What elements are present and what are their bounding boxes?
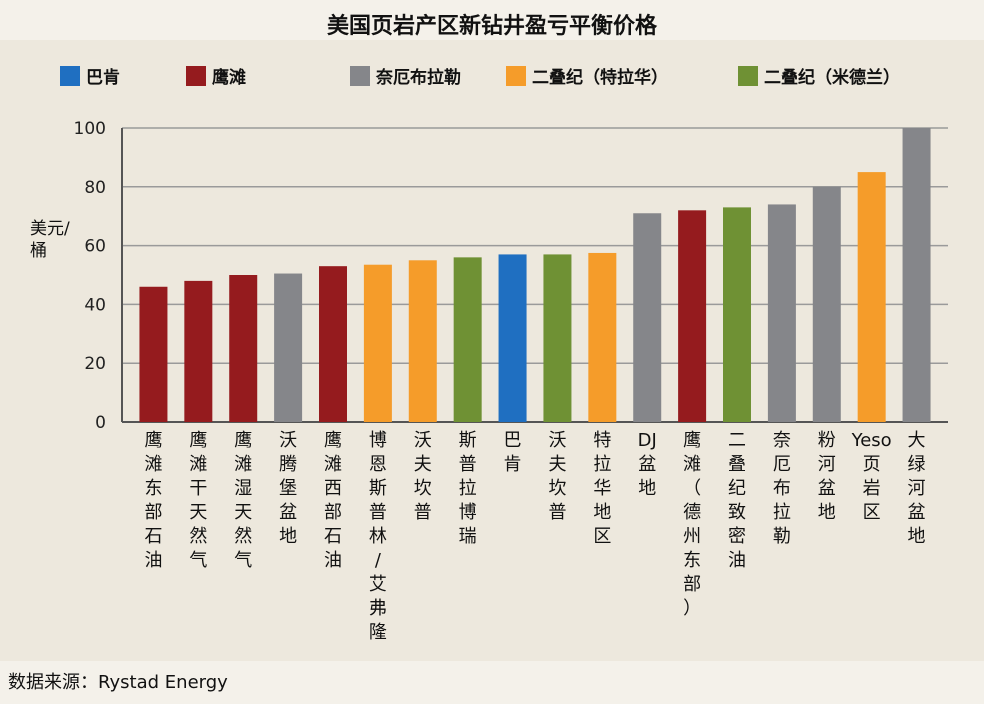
- bar: [498, 254, 527, 422]
- x-tick-label: 沃夫坎普: [414, 430, 432, 523]
- bar: [453, 257, 482, 422]
- x-tick-label: Yeso 页岩区: [851, 430, 892, 523]
- bar: [408, 260, 437, 422]
- bar: [139, 286, 168, 422]
- legend-swatch: [738, 65, 758, 86]
- legend-label: 鹰滩: [212, 68, 246, 88]
- bar: [723, 207, 751, 422]
- legend-label: 奈厄布拉勒: [376, 68, 461, 88]
- bar: [319, 266, 347, 422]
- bar: [543, 254, 572, 422]
- legend-label: 巴肯: [86, 68, 120, 88]
- x-tick-label: 斯普拉博瑞: [459, 430, 477, 547]
- y-tick-label: 100: [74, 119, 106, 139]
- legend-swatch: [60, 65, 80, 86]
- bar: [588, 252, 617, 422]
- x-tick-label: 博恩斯普林/艾弗隆: [369, 430, 387, 643]
- y-tick-label: 40: [84, 295, 106, 315]
- legend-swatch: [506, 65, 526, 86]
- legend-item-niobrara: 奈厄布拉勒: [350, 63, 461, 88]
- legend-item-eagle-ford: 鹰滩: [186, 63, 246, 88]
- bar: [274, 273, 303, 422]
- x-tick-label: 二叠纪致密油: [728, 430, 746, 571]
- x-tick-label: DJ 盆地: [638, 430, 657, 499]
- x-tick-label: 鹰滩（德州东部）: [683, 430, 701, 619]
- bar: [678, 210, 707, 422]
- y-axis-label: 美元/桶: [30, 219, 70, 261]
- legend-item-bakken: 巴肯: [60, 63, 120, 88]
- legend-item-permian-midland: 二叠纪（米德兰）: [738, 63, 900, 88]
- legend-label: 二叠纪（米德兰）: [764, 68, 900, 88]
- x-tick-label: 鹰滩西部石油: [324, 430, 342, 571]
- bar: [633, 213, 662, 422]
- bar: [902, 128, 931, 422]
- legend-item-permian-delaware: 二叠纪（特拉华）: [506, 63, 668, 88]
- x-tick-label: 巴肯: [504, 430, 522, 475]
- x-tick-label: 大绿河盆地: [908, 430, 926, 547]
- bar: [363, 264, 392, 422]
- x-tick-label: 鹰滩东部石油: [144, 430, 162, 571]
- x-tick-label: 沃腾堡盆地: [279, 430, 297, 547]
- bar: [812, 186, 841, 422]
- bar: [229, 275, 258, 422]
- legend-swatch: [350, 65, 370, 86]
- x-tick-label: 沃夫坎普: [548, 430, 566, 523]
- data-source: 数据来源：Rystad Energy: [8, 672, 228, 693]
- y-tick-label: 0: [95, 413, 106, 433]
- bar: [857, 172, 886, 422]
- y-tick-label: 20: [84, 354, 106, 374]
- x-tick-label: 鹰滩干天然气: [189, 430, 207, 571]
- x-tick-label: 奈厄布拉勒: [773, 430, 791, 547]
- y-tick-label: 60: [84, 237, 106, 257]
- bar: [767, 204, 796, 422]
- legend-swatch: [186, 65, 206, 86]
- x-tick-label: 特拉华地区: [593, 430, 611, 547]
- bar: [184, 280, 213, 422]
- x-tick-label: 鹰滩湿天然气: [234, 430, 252, 571]
- x-tick-label: 粉河盆地: [818, 430, 836, 523]
- chart-title: 美国页岩产区新钻井盈亏平衡价格: [326, 14, 657, 39]
- legend-label: 二叠纪（特拉华）: [532, 68, 668, 88]
- y-tick-label: 80: [84, 178, 106, 198]
